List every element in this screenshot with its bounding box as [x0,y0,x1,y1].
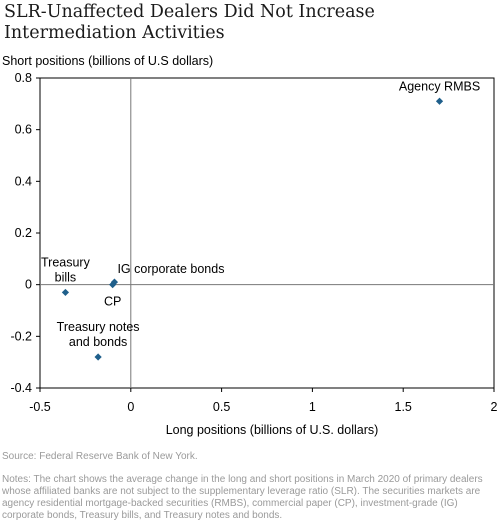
point-label: IG corporate bonds [117,262,224,276]
data-point [109,281,117,289]
point-label: Agency RMBS [399,79,480,93]
chart-title: SLR-Unaffected Dealers Did Not Increase … [4,2,375,43]
x-axis-label: Long positions (billions of U.S. dollars… [166,423,379,437]
y-tick-label: 0 [25,278,32,292]
scatter-chart: -0.4 -0.2 0 0.2 0.4 0.6 0.8 -0.5 0 0.5 1 1.5 2 Agenc… [10,71,497,437]
data-points [61,97,444,361]
ticks: -0.4 -0.2 0 0.2 0.4 0.6 0.8 -0.5 0 0.5 1 1.5 2 [10,71,497,414]
point-labels: Agency RMBS Treasury bills IG corporate bon… [41,79,480,349]
y-tick-label: -0.2 [10,329,32,343]
data-point [61,288,70,297]
x-tick-label: -0.5 [29,400,51,414]
point-label: Treasury notes and bonds [57,320,140,349]
y-tick-label: 0.2 [15,226,32,240]
x-tick-label: 1.5 [395,400,412,414]
notes-text: Notes: The chart shows the average chang… [2,474,483,521]
point-label: Treasury bills [41,255,91,284]
x-tick-label: 1 [309,400,316,414]
point-label: CP [104,295,121,309]
source-note: Source: Federal Reserve Bank of New York… [2,451,198,462]
y-tick-label: 0.8 [15,71,32,85]
y-tick-label: 0.4 [15,174,32,188]
x-tick-label: 2 [491,400,498,414]
data-point [94,353,102,361]
x-tick-label: 0.5 [213,400,230,414]
y-tick-label: 0.6 [15,123,32,137]
y-axis-label: Short positions (billions of U.S dollars… [2,54,214,68]
y-tick-label: -0.4 [10,381,32,395]
data-point [435,97,444,105]
x-tick-label: 0 [127,400,134,414]
